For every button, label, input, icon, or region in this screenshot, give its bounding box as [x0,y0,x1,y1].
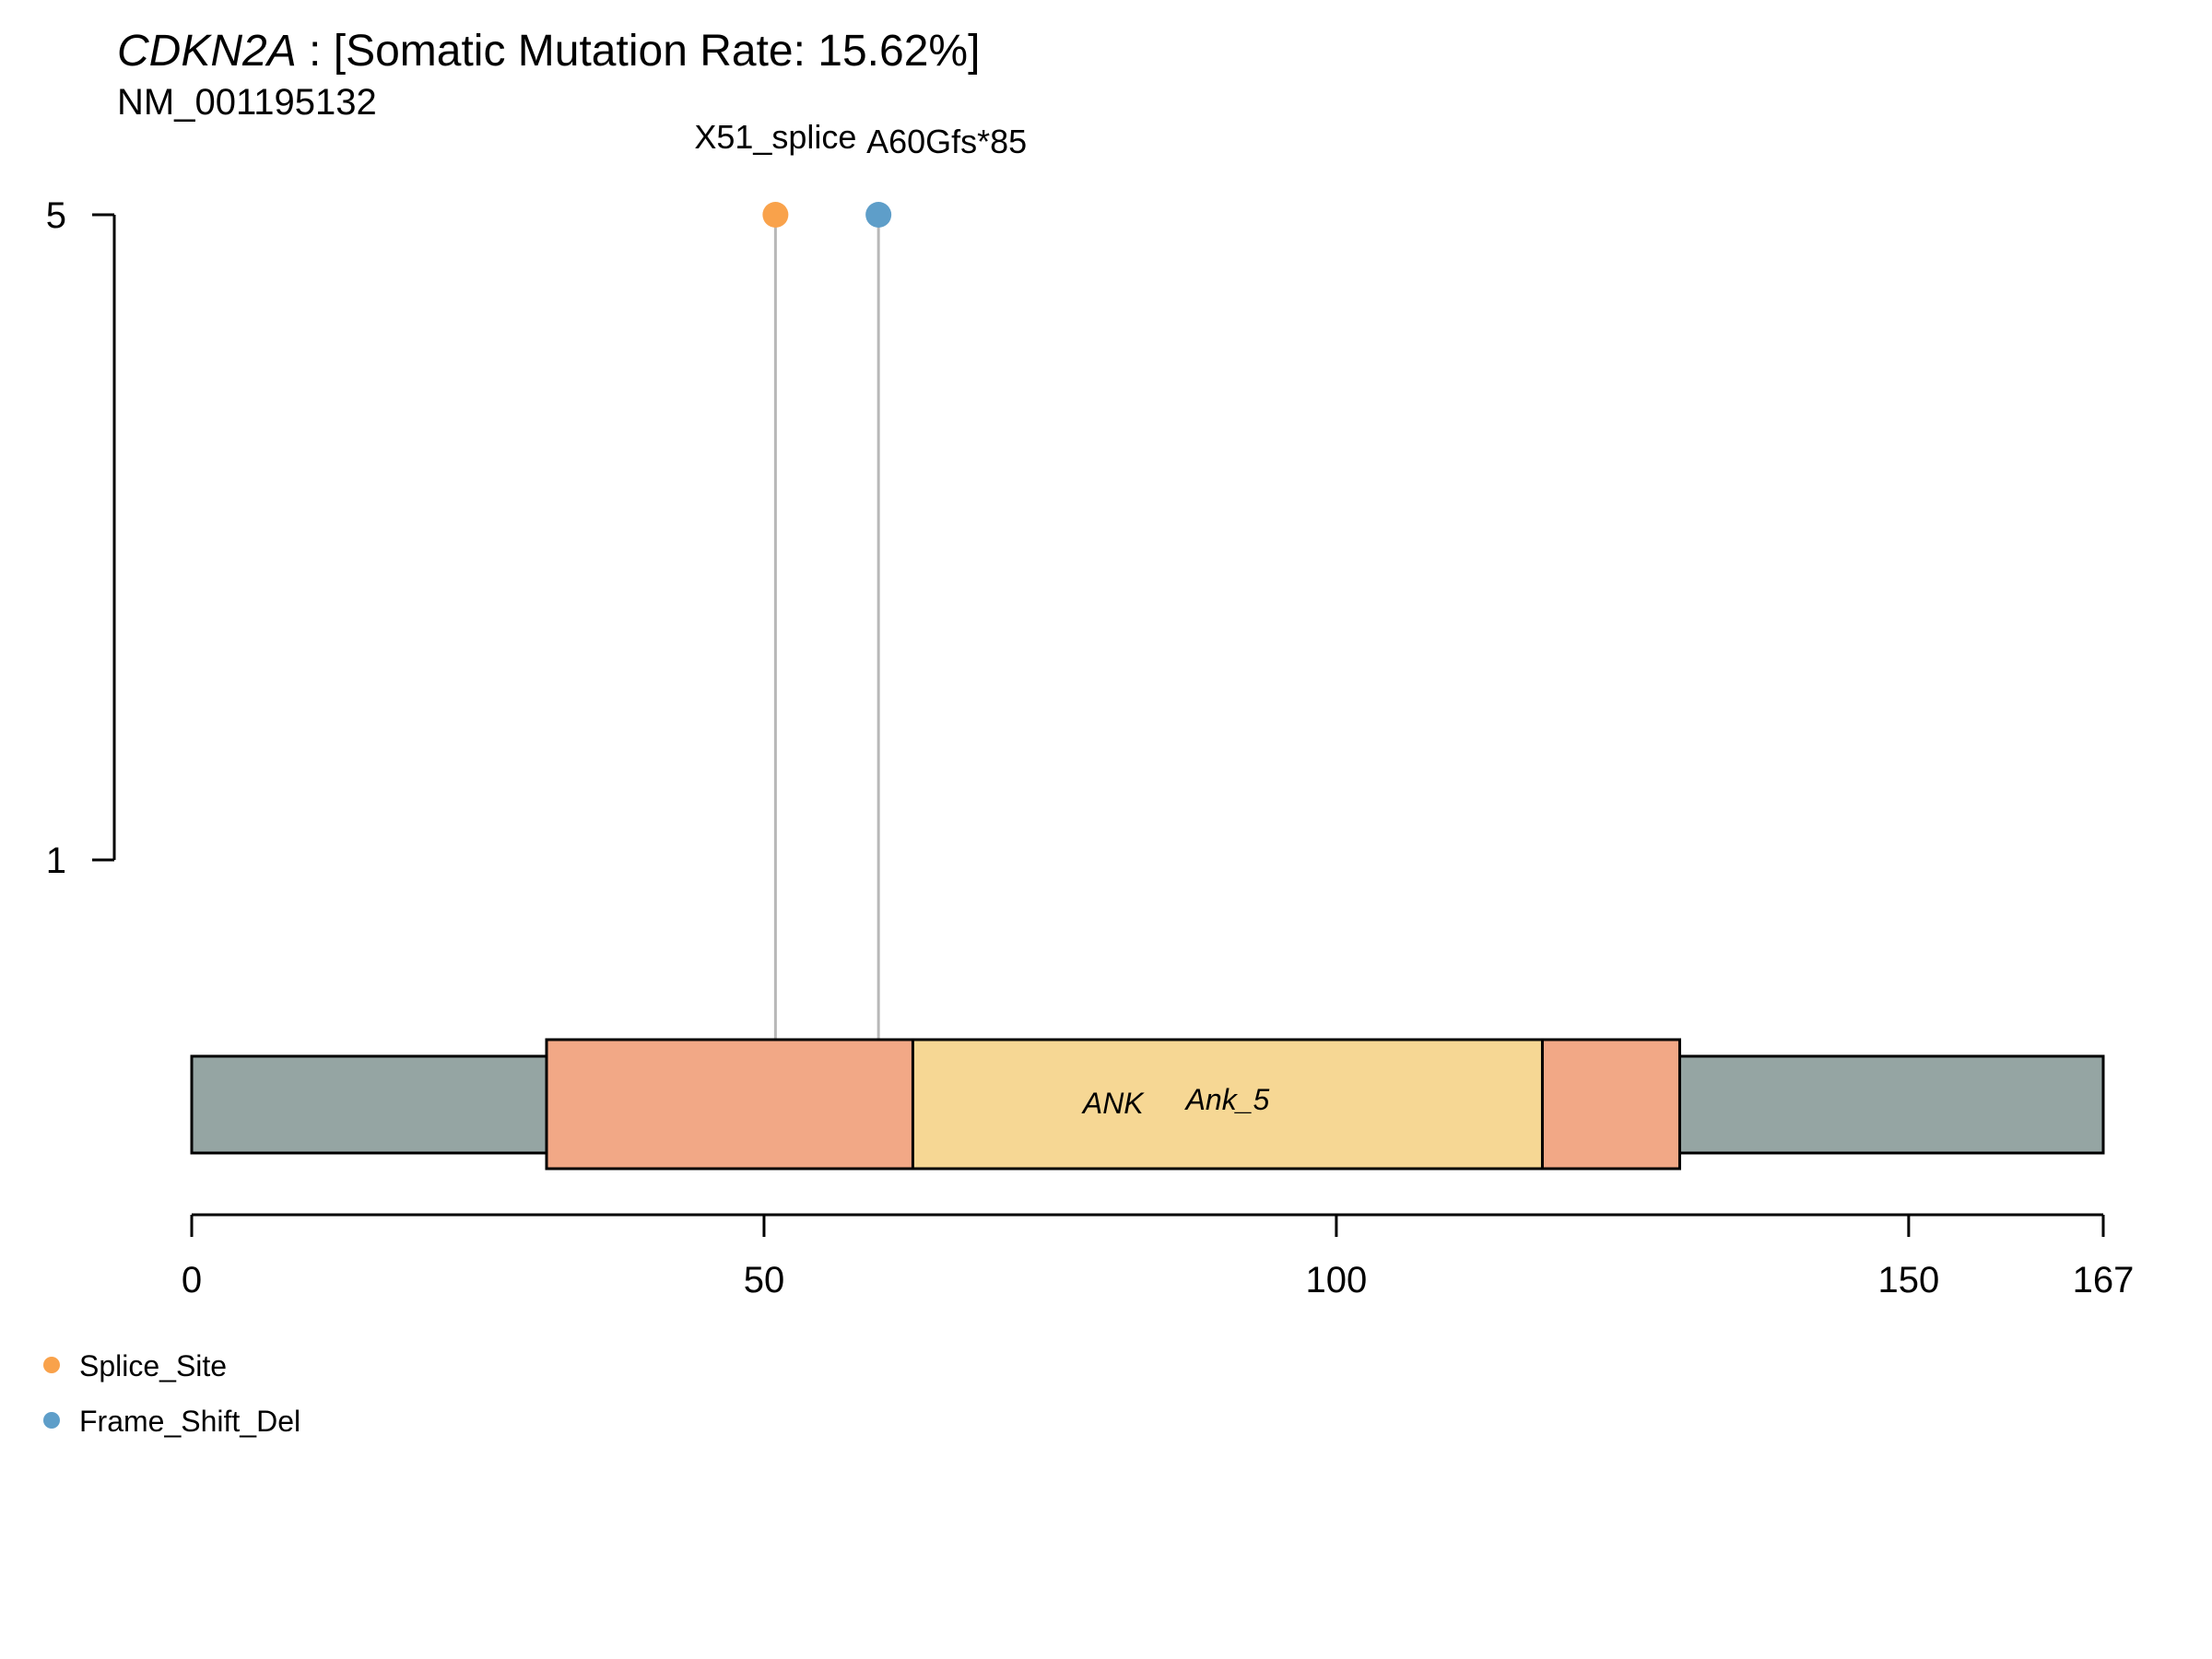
domain-box [911,1038,1544,1171]
x-tick-label: 100 [1306,1260,1368,1300]
mutation-stems [773,215,880,1039]
x-tick-label: 50 [744,1260,785,1300]
legend-label: Frame_Shift_Del [79,1405,300,1438]
mutation-heads [762,202,892,228]
y-tick-label: 1 [46,841,66,881]
mutation-labels: X51_splice A60Gfs*85 [694,118,1027,160]
y-tick-label: 5 [46,195,66,236]
mutation-head [762,202,789,228]
legend-marker [43,1412,60,1429]
legend: Splice_Site Frame_Shift_Del [43,1349,300,1438]
mutation-label: X51_splice [694,118,856,156]
chart-title: CDKN2A : [Somatic Mutation Rate: 15.62%] [117,27,980,76]
x-tick-label: 167 [2073,1260,2135,1300]
domain-label: Ank_5 [1184,1083,1270,1116]
x-axis: 0 50 100 150 167 [182,1213,2135,1300]
legend-label: Splice_Site [79,1349,227,1382]
mutation-head [865,202,892,228]
y-axis: 15 [46,195,116,881]
x-tick-label: 150 [1877,1260,1939,1300]
gene-name: CDKN2A [117,27,297,76]
domain-label: ANK [1081,1087,1145,1120]
title-rate: : [Somatic Mutation Rate: 15.62%] [297,27,981,76]
protein-track: ANK Ank_5 [190,1038,2105,1171]
legend-marker [43,1357,60,1373]
chart-subtitle: NM_001195132 [117,82,377,123]
mutation-label: A60Gfs*85 [866,123,1027,160]
x-tick-label: 0 [182,1260,202,1300]
